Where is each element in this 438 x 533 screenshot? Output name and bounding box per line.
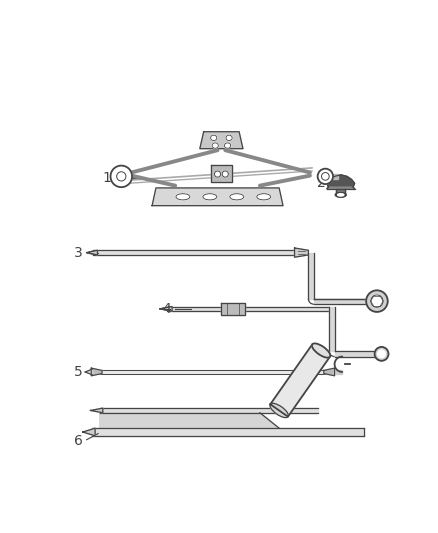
Polygon shape [329, 306, 335, 351]
Ellipse shape [312, 343, 330, 358]
Polygon shape [335, 351, 376, 357]
Text: 6: 6 [74, 434, 83, 448]
Ellipse shape [212, 143, 218, 148]
Polygon shape [99, 370, 327, 374]
Text: 4: 4 [162, 302, 171, 316]
Polygon shape [100, 413, 279, 428]
Text: 1: 1 [102, 171, 111, 185]
Polygon shape [270, 344, 330, 417]
Polygon shape [116, 172, 128, 181]
Ellipse shape [270, 403, 288, 417]
Text: 3: 3 [74, 246, 83, 260]
Circle shape [110, 166, 132, 187]
Polygon shape [85, 369, 93, 375]
Ellipse shape [338, 193, 344, 196]
Polygon shape [160, 306, 172, 311]
Circle shape [318, 168, 333, 184]
Polygon shape [87, 251, 97, 255]
Circle shape [374, 347, 389, 361]
Polygon shape [308, 253, 314, 299]
Polygon shape [332, 174, 338, 179]
Polygon shape [167, 306, 329, 311]
Polygon shape [327, 187, 355, 189]
Text: 5: 5 [74, 365, 83, 379]
Circle shape [378, 350, 385, 358]
Polygon shape [335, 370, 342, 374]
Polygon shape [152, 188, 283, 206]
Ellipse shape [211, 135, 217, 141]
Ellipse shape [176, 193, 190, 200]
Ellipse shape [224, 143, 231, 148]
Ellipse shape [203, 193, 217, 200]
Circle shape [222, 171, 228, 177]
Polygon shape [336, 189, 346, 195]
Polygon shape [83, 428, 95, 436]
Polygon shape [327, 175, 355, 187]
Ellipse shape [230, 193, 244, 200]
Polygon shape [91, 408, 103, 413]
Circle shape [366, 290, 388, 312]
Polygon shape [200, 132, 243, 149]
Text: 2: 2 [317, 176, 325, 190]
Circle shape [371, 295, 383, 308]
Polygon shape [314, 299, 367, 304]
Polygon shape [294, 248, 308, 257]
Ellipse shape [226, 135, 232, 141]
Polygon shape [91, 368, 102, 376]
Ellipse shape [257, 193, 271, 200]
Polygon shape [100, 408, 318, 413]
Ellipse shape [336, 192, 346, 197]
Polygon shape [324, 368, 335, 376]
Bar [221, 303, 245, 315]
Bar [211, 165, 232, 182]
Polygon shape [93, 251, 294, 255]
Circle shape [215, 171, 221, 177]
Polygon shape [92, 428, 364, 436]
